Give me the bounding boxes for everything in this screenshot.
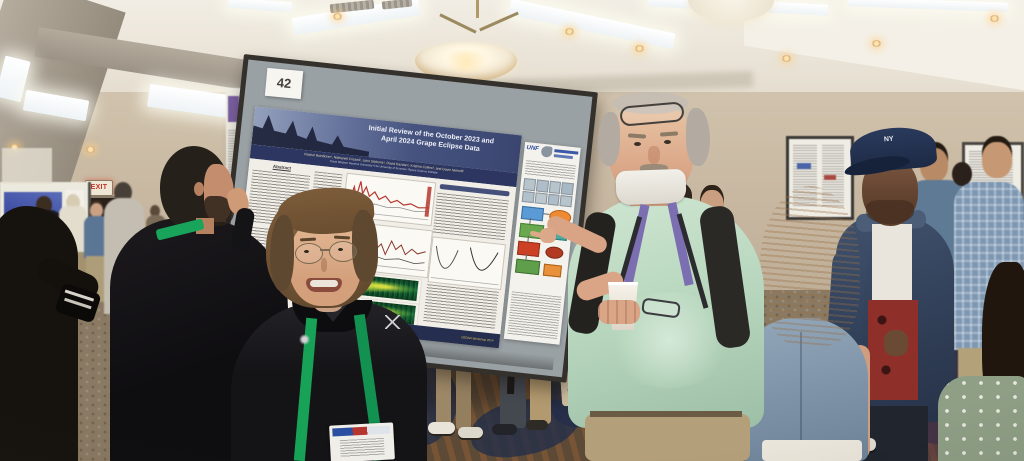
thumbnail <box>535 179 549 193</box>
fw-hair-side-right <box>352 210 378 282</box>
flow-box-orange-2 <box>542 263 563 278</box>
fw-eye <box>338 248 343 251</box>
mint-eye <box>634 142 641 146</box>
bg-person-head <box>982 142 1012 178</box>
bg-poster-lines <box>793 145 817 207</box>
side-thumbnail-grid <box>521 177 574 208</box>
flow-ellipse-red <box>544 245 564 260</box>
mint-pointing-hand <box>540 228 556 243</box>
thumbnail <box>547 193 560 206</box>
fw-polo-chest-logo <box>297 334 312 345</box>
bg-poster-board-right <box>786 136 854 220</box>
bg-poster-mark <box>797 163 811 169</box>
mint-khakis <box>585 414 750 461</box>
flow-box-red <box>516 240 541 258</box>
thumbnail <box>561 182 574 195</box>
bg-shoe-dark <box>526 420 548 430</box>
fw-badge <box>329 422 395 461</box>
recessed-light <box>782 55 791 62</box>
recessed-light <box>872 40 881 47</box>
poster-title: Initial Review of the October 2023 and A… <box>344 121 517 158</box>
mint-eye <box>664 140 671 144</box>
bg-sneaker <box>458 427 483 438</box>
bg-person-head <box>952 162 972 186</box>
tid-chart <box>427 236 506 291</box>
mint-nose <box>648 146 660 164</box>
chambray-hair <box>760 186 860 346</box>
cap-man-shirt <box>872 224 912 314</box>
recessed-light <box>635 45 644 52</box>
bg-person-head <box>90 203 103 218</box>
recessed-light <box>990 15 999 22</box>
recessed-light <box>565 28 574 35</box>
bg-person-head <box>150 205 160 217</box>
mint-hair-left <box>598 112 620 166</box>
recessed-light <box>86 146 95 153</box>
thumbnail <box>559 194 573 208</box>
bg-shoe-dark <box>492 424 517 435</box>
fw-polo-shoulder-graphic <box>385 315 403 329</box>
bsm-ear <box>194 182 204 196</box>
tid-curves <box>430 245 499 286</box>
recessed-light <box>10 144 19 151</box>
pendant-lamp-partial <box>688 0 774 22</box>
fw-badge-name-lines <box>339 437 385 459</box>
bg-poster-purple <box>228 96 239 122</box>
side-text <box>524 160 576 181</box>
face-mask-under-chin <box>615 168 687 206</box>
flow-box-blue <box>520 205 545 222</box>
mint-cup-hand <box>598 300 640 324</box>
flow-box-green-2 <box>514 258 541 276</box>
fw-glasses-lens-left <box>295 243 323 264</box>
right-column-text-2 <box>423 284 499 330</box>
fw-badge-header <box>332 425 391 437</box>
mint-hair-right <box>686 108 710 166</box>
thumbnail <box>548 180 562 194</box>
board-number-card: 42 <box>264 67 304 100</box>
floral-woman-top <box>938 376 1024 461</box>
footer-workshop-label: CEDAR Workshop 2024 <box>461 335 494 343</box>
fw-glasses-bridge <box>320 249 330 251</box>
unf-logo-mark <box>540 145 553 158</box>
side-title-bar <box>553 154 573 160</box>
mint-mustache <box>640 164 668 173</box>
thumbnail <box>523 177 536 191</box>
cap-ny-logo: NY <box>883 135 895 144</box>
fw-glasses-lens-right <box>329 241 357 262</box>
chambray-white-pants <box>762 440 862 461</box>
bg-poster-mark <box>824 175 836 180</box>
fw-nose <box>321 258 327 272</box>
chambray-seam <box>800 332 802 454</box>
side-text-bottom <box>507 291 562 341</box>
flow-connector <box>543 213 550 215</box>
pendant-lamp-glow <box>440 52 492 72</box>
bg-person-head <box>114 182 132 203</box>
thumbnail <box>534 191 548 205</box>
recessed-light <box>333 13 342 20</box>
mint-hair-top <box>612 92 688 114</box>
cap-man-hand <box>884 330 908 356</box>
cap-man-beard <box>866 200 914 224</box>
silhouette-person <box>0 206 78 461</box>
unf-logo: UNF <box>526 145 540 153</box>
fw-eye <box>304 250 309 253</box>
pendant-lamp-stem <box>476 0 479 18</box>
right-column-text <box>432 192 509 241</box>
mint-belt-line <box>590 411 742 417</box>
fw-hair-side-left <box>270 215 294 291</box>
thumbnail <box>521 190 535 204</box>
bg-sneaker <box>428 422 455 434</box>
fw-teeth <box>310 280 338 287</box>
bg-board-sheet <box>2 148 52 184</box>
